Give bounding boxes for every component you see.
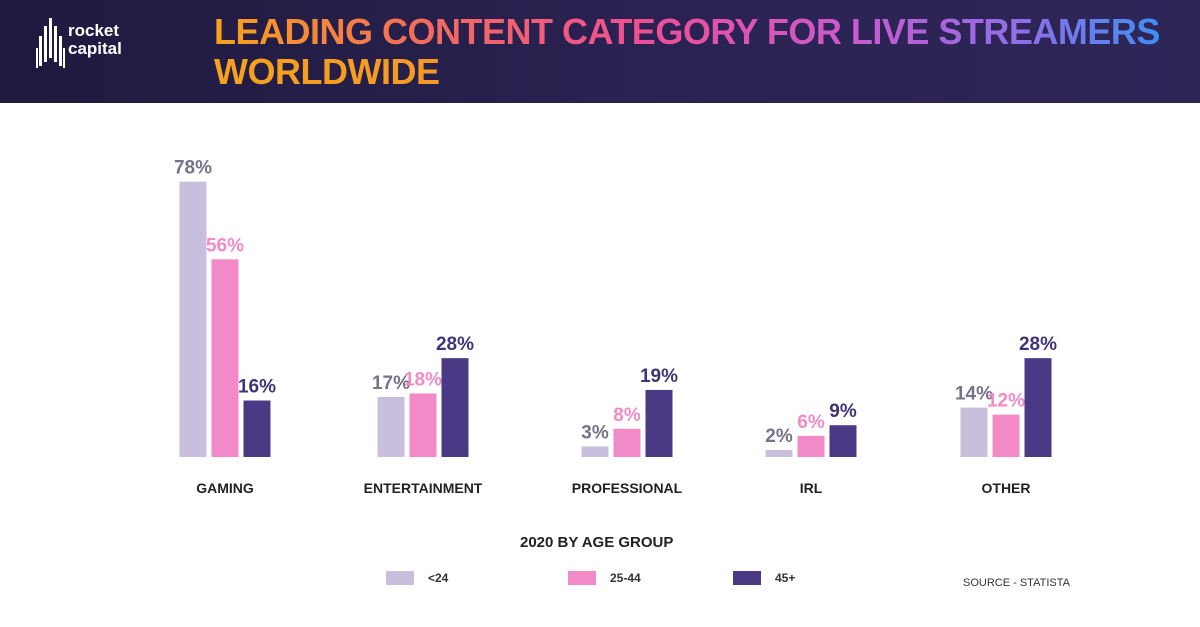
- rocket-logo-icon: [36, 18, 65, 68]
- data-label-irl-25-44: 6%: [797, 412, 825, 433]
- legend-label-under-24: <24: [428, 571, 449, 585]
- page-title: LEADING CONTENT CATEGORY FOR LIVE STREAM…: [214, 12, 1160, 92]
- logo: rocket capital: [36, 18, 146, 72]
- legend-swatch-under-24: [386, 571, 414, 585]
- bar-entertainment-25-44: [409, 393, 437, 457]
- bar-gaming-45-plus: [243, 400, 271, 457]
- bar-irl-45-plus: [829, 425, 857, 457]
- logo-text-line2: capital: [68, 39, 122, 58]
- legend-swatch-45-plus: [733, 571, 761, 585]
- header-banner: rocket capital LEADING CONTENT CATEGORY …: [0, 0, 1200, 103]
- legend-item-45-plus: 45+: [733, 570, 795, 586]
- data-label-gaming-under-24: 78%: [174, 158, 212, 179]
- source-note: SOURCE - STATISTA: [963, 577, 1070, 589]
- legend-swatch-25-44: [568, 571, 596, 585]
- category-label-irl: IRL: [800, 480, 823, 496]
- title-line2: WORLDWIDE: [214, 52, 1160, 92]
- bar-irl-25-44: [797, 435, 825, 457]
- data-label-other-45-plus: 28%: [1019, 334, 1057, 355]
- data-label-other-under-24: 14%: [955, 384, 993, 405]
- data-label-irl-45-plus: 9%: [829, 401, 857, 422]
- title-line1: LEADING CONTENT CATEGORY FOR LIVE STREAM…: [214, 11, 1160, 52]
- category-label-other: OTHER: [982, 480, 1031, 496]
- legend-label-25-44: 25-44: [610, 571, 641, 585]
- legend-item-25-44: 25-44: [568, 570, 641, 586]
- data-label-entertainment-under-24: 17%: [372, 373, 410, 394]
- bar-gaming-25-44: [211, 259, 239, 457]
- legend-label-45-plus: 45+: [775, 571, 796, 585]
- bar-professional-under-24: [581, 446, 609, 457]
- bar-professional-25-44: [613, 428, 641, 457]
- bar-gaming-under-24: [179, 181, 207, 457]
- category-label-entertainment: ENTERTAINMENT: [364, 480, 483, 496]
- data-label-professional-45-plus: 19%: [640, 366, 678, 387]
- bar-other-25-44: [992, 414, 1020, 457]
- data-label-entertainment-25-44: 18%: [404, 369, 442, 390]
- legend-title: 2020 BY AGE GROUP: [520, 534, 674, 551]
- bar-other-45-plus: [1024, 358, 1052, 457]
- bar-entertainment-under-24: [377, 396, 405, 457]
- bar-irl-under-24: [765, 449, 793, 457]
- bar-entertainment-45-plus: [441, 358, 469, 457]
- data-label-professional-under-24: 3%: [581, 422, 609, 443]
- legend-item-under-24: <24: [386, 570, 448, 586]
- data-label-entertainment-45-plus: 28%: [436, 334, 474, 355]
- bar-other-under-24: [960, 407, 988, 457]
- data-label-professional-25-44: 8%: [613, 405, 641, 426]
- data-label-gaming-45-plus: 16%: [238, 377, 276, 398]
- data-label-irl-under-24: 2%: [765, 426, 793, 447]
- category-label-gaming: GAMING: [196, 480, 254, 496]
- logo-text-line1: rocket: [68, 21, 120, 40]
- data-label-other-25-44: 12%: [987, 391, 1025, 412]
- data-label-gaming-25-44: 56%: [206, 235, 244, 256]
- logo-text: rocket capital: [68, 22, 122, 58]
- category-label-professional: PROFESSIONAL: [572, 480, 683, 496]
- bar-professional-45-plus: [645, 389, 673, 457]
